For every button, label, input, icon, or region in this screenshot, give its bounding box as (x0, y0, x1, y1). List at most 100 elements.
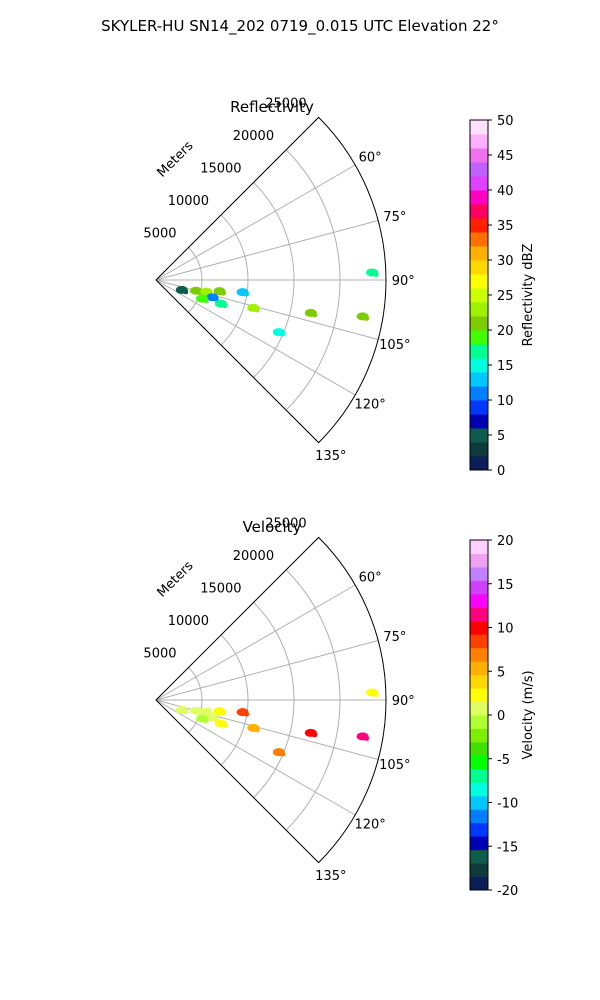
echo-cell-fragment (254, 727, 260, 733)
colorbar-tick-label: 10 (497, 622, 514, 637)
range-tick-label: 25000 (265, 96, 306, 111)
colorbar-segment (470, 741, 488, 756)
azimuth-gridline (155, 164, 356, 281)
colorbar-segment (470, 176, 488, 191)
colorbar-segment (470, 863, 488, 878)
colorbar-segment (470, 456, 488, 471)
colorbar-tick-label: 15 (497, 578, 514, 593)
range-tick-label: 25000 (265, 516, 306, 531)
colorbar-segment (470, 876, 488, 891)
colorbar-segment (470, 809, 488, 824)
colorbar-tick-label: 20 (497, 324, 514, 339)
colorbar-segment (470, 822, 488, 837)
colorbar-segment (470, 634, 488, 649)
echo-cell-fragment (220, 710, 226, 716)
echo-cell-fragment (203, 298, 209, 304)
azimuth-gridline (155, 279, 379, 341)
range-tick-label: 15000 (200, 581, 241, 596)
colorbar-segment (470, 260, 488, 275)
range-tick-label: 10000 (168, 194, 209, 209)
colorbar-segment (470, 661, 488, 676)
colorbar-segment (470, 274, 488, 289)
echo-cell-fragment (222, 303, 228, 309)
colorbar-segment (470, 755, 488, 770)
colorbar-label: Velocity (m/s) (521, 670, 536, 759)
colorbar-segment (470, 728, 488, 743)
azimuth-gridline (155, 639, 379, 701)
colorbar-tick-label: 50 (497, 114, 514, 129)
azimuth-tick-label: 135° (315, 449, 346, 464)
colorbar-segment (470, 768, 488, 783)
range-tick-label: 5000 (143, 646, 176, 661)
colorbar-tick-label: -15 (497, 840, 518, 855)
echo-cell-fragment (183, 709, 189, 715)
colorbar-segment (470, 782, 488, 797)
echo-cell-fragment (183, 289, 189, 295)
colorbar-segment (470, 288, 488, 303)
range-tick-label: 5000 (143, 226, 176, 241)
colorbar-tick-label: 30 (497, 254, 514, 269)
colorbar-segment (470, 148, 488, 163)
colorbar-tick-label: 35 (497, 219, 514, 234)
colorbar-segment (470, 218, 488, 233)
colorbar-segment (470, 836, 488, 851)
colorbar-segment (470, 647, 488, 662)
echo-cell-fragment (254, 307, 260, 313)
azimuth-gridline (155, 699, 356, 816)
azimuth-tick-label: 105° (379, 338, 410, 353)
colorbar-segment (470, 566, 488, 581)
colorbar-label: Reflectivity dBZ (521, 244, 536, 347)
colorbar-tick-label: 15 (497, 359, 514, 374)
azimuth-gridline (155, 699, 379, 761)
azimuth-gridline (155, 219, 379, 281)
colorbar-segment (470, 302, 488, 317)
colorbar-segment (470, 620, 488, 635)
colorbar-segment (470, 593, 488, 608)
colorbar-segment (470, 674, 488, 689)
range-tick-label: 15000 (200, 161, 241, 176)
echo-cell-fragment (312, 312, 318, 318)
colorbar-tick-label: 10 (497, 394, 514, 409)
echo-cell-fragment (222, 723, 228, 729)
colorbar-segment (470, 204, 488, 219)
velocity-panel: Velocity 60° 75° 90° 105° 120° 135° 5000 10000 15… (143, 516, 536, 899)
panel-title: Reflectivity (230, 98, 314, 116)
colorbar-segment (470, 134, 488, 149)
echo-cell-fragment (280, 331, 286, 337)
colorbar-segment (470, 428, 488, 443)
panel-title: Velocity (243, 518, 302, 536)
azimuth-tick-label: 60° (359, 150, 382, 165)
echo-cell-fragment (364, 315, 370, 321)
echo-cell-fragment (373, 271, 379, 277)
colorbar-segment (470, 688, 488, 703)
azimuth-tick-label: 60° (359, 570, 382, 585)
echo-cell-fragment (244, 291, 250, 297)
colorbar-segment (470, 849, 488, 864)
colorbar-segment (470, 246, 488, 261)
colorbar-segment (470, 120, 488, 135)
azimuth-tick-label: 120° (354, 818, 385, 833)
colorbar-segment (470, 580, 488, 595)
azimuth-tick-label: 105° (379, 758, 410, 773)
sector-outline (155, 116, 387, 444)
range-tick-label: 20000 (233, 129, 274, 144)
colorbar-tick-label: 25 (497, 289, 514, 304)
azimuth-tick-label: 75° (383, 630, 406, 645)
azimuth-tick-label: 135° (315, 869, 346, 884)
colorbar-segment (470, 795, 488, 810)
azimuth-tick-label: 120° (354, 398, 385, 413)
range-tick-label: 10000 (168, 614, 209, 629)
colorbar-segment (470, 358, 488, 373)
colorbar-tick-label: 5 (497, 429, 505, 444)
colorbar-tick-label: -20 (497, 884, 518, 899)
colorbar-tick-label: 5 (497, 665, 505, 680)
azimuth-tick-label: 90° (392, 694, 415, 709)
colorbar-segment (470, 414, 488, 429)
figure-title: SKYLER-HU SN14_202 0719_0.015 UTC Elevat… (101, 17, 499, 36)
echo-cell-fragment (373, 691, 379, 697)
range-axis-label: Meters (155, 138, 197, 180)
colorbar-tick-label: 0 (497, 709, 505, 724)
colorbar-segment (470, 330, 488, 345)
colorbar-segment (470, 162, 488, 177)
